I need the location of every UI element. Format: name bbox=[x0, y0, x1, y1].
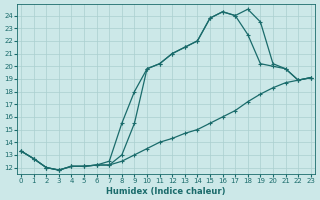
X-axis label: Humidex (Indice chaleur): Humidex (Indice chaleur) bbox=[106, 187, 226, 196]
